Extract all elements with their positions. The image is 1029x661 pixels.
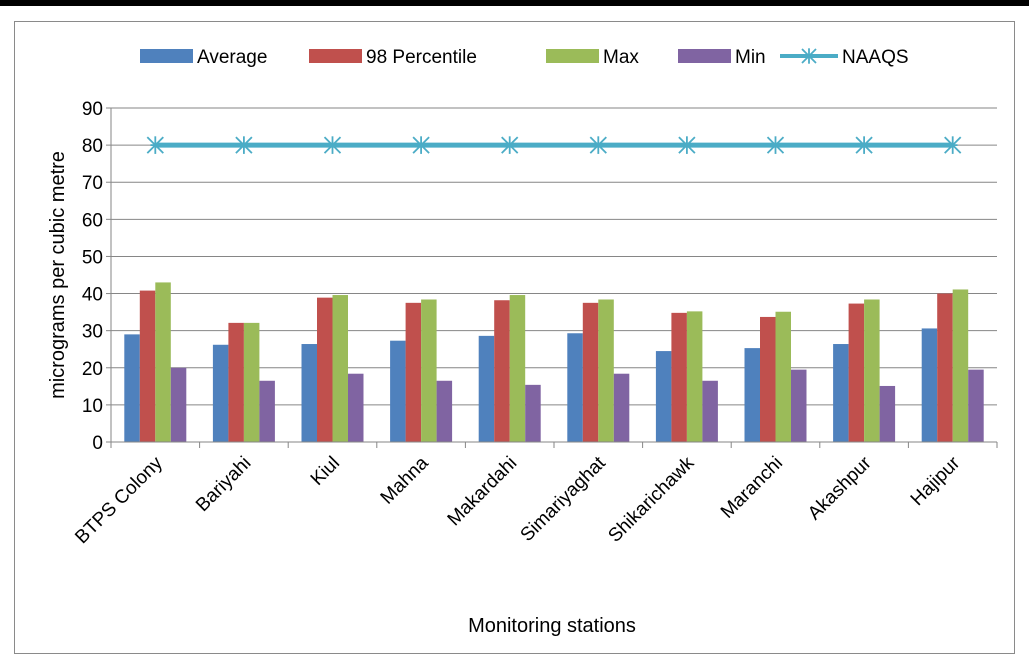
bar	[775, 311, 791, 442]
bar	[139, 290, 156, 442]
bar	[952, 289, 969, 442]
x-tick-label: BTPS Colony	[71, 452, 167, 548]
y-tick-label: 40	[82, 285, 103, 306]
axes	[106, 107, 998, 448]
x-axis-title: Monitoring stations	[468, 615, 636, 637]
legend-swatch	[546, 49, 599, 63]
bar	[155, 282, 171, 442]
y-tick-label: 0	[92, 433, 103, 454]
y-axis-title: micrograms per cubic metre	[47, 151, 69, 399]
legend-label: Average	[197, 47, 267, 68]
bar	[259, 380, 275, 442]
y-tick-label: 90	[82, 99, 103, 120]
bar	[791, 369, 807, 442]
legend-label: Min	[735, 47, 766, 68]
bar	[582, 302, 599, 442]
x-tick-label: Shikarichawk	[604, 452, 698, 546]
bar	[598, 299, 614, 442]
bar	[228, 322, 244, 442]
bar	[879, 385, 896, 442]
y-tick-labels: 0 10 20 30 40 50 60 70 80 90	[82, 99, 103, 454]
x-tick-label: Makardahi	[444, 453, 522, 531]
bars	[124, 282, 984, 442]
bar	[421, 299, 437, 442]
y-tick-label: 50	[82, 247, 103, 268]
naaqs-point-marker	[146, 136, 164, 154]
bar	[525, 384, 541, 442]
x-tick-label: Hajipur	[907, 452, 965, 510]
bar	[212, 344, 229, 442]
legend-swatch	[140, 49, 193, 63]
y-tick-label: 70	[82, 173, 103, 194]
x-tick-label: Kiul	[307, 453, 344, 490]
naaqs-point-marker	[766, 136, 785, 154]
bar	[243, 322, 260, 442]
bar	[968, 369, 984, 442]
bar	[702, 380, 718, 442]
y-tick-label: 80	[82, 136, 103, 157]
bar	[760, 316, 776, 442]
y-tick-label: 20	[82, 359, 103, 380]
bar	[655, 351, 672, 442]
legend-label: 98 Percentile	[366, 47, 477, 68]
chart-frame	[14, 21, 1015, 654]
naaqs-point-marker	[323, 136, 342, 154]
bar	[864, 299, 880, 442]
legend-label: Max	[603, 47, 639, 68]
bar	[567, 333, 583, 442]
bar	[613, 373, 630, 442]
bar	[833, 344, 849, 442]
legend-label: NAAQS	[842, 47, 909, 68]
bar	[509, 295, 526, 442]
x-tick-label: Maranchi	[717, 453, 787, 523]
bar	[686, 311, 703, 442]
x-tick-labels: BTPS Colony Bariyahi Kiul Mahna MakardahiSim…	[71, 452, 964, 548]
bar	[124, 334, 140, 442]
naaqs-point-marker	[501, 136, 519, 154]
bar	[937, 293, 953, 442]
naaqs-point-marker	[412, 136, 430, 154]
bar	[301, 344, 317, 442]
naaqs-point-marker	[589, 136, 607, 154]
naaqs-point-marker	[678, 136, 696, 154]
bar	[921, 328, 938, 442]
naaqs-point-marker	[235, 136, 253, 154]
x-tick-label: Simariyaghat	[517, 452, 611, 546]
naaqs-point-marker	[944, 136, 962, 154]
y-tick-label: 10	[82, 396, 103, 417]
bar	[478, 335, 495, 442]
bar	[348, 373, 364, 442]
y-tick-label: 30	[82, 322, 103, 343]
bar	[848, 303, 865, 442]
naaqs-line-series	[146, 136, 962, 154]
x-tick-label: Akashpur	[804, 452, 876, 524]
bar	[436, 380, 453, 442]
naaqs-point-marker	[855, 136, 873, 154]
bar	[390, 340, 406, 442]
naaqs-point-marker	[801, 48, 817, 64]
bar	[405, 302, 422, 442]
bar	[317, 297, 333, 442]
x-tick-label: Bariyahi	[192, 453, 255, 516]
bar	[332, 295, 348, 442]
y-tick-label: 60	[82, 210, 103, 231]
bar	[671, 312, 687, 442]
legend-swatch	[309, 49, 362, 63]
bar	[744, 348, 760, 442]
bar	[170, 367, 187, 442]
bar	[494, 300, 510, 442]
legend: Average 98 Percentile Max Min NAAQS	[140, 47, 909, 68]
legend-swatch	[678, 49, 731, 63]
x-tick-label: Mahna	[377, 452, 433, 508]
top-border-rule	[0, 0, 1029, 6]
